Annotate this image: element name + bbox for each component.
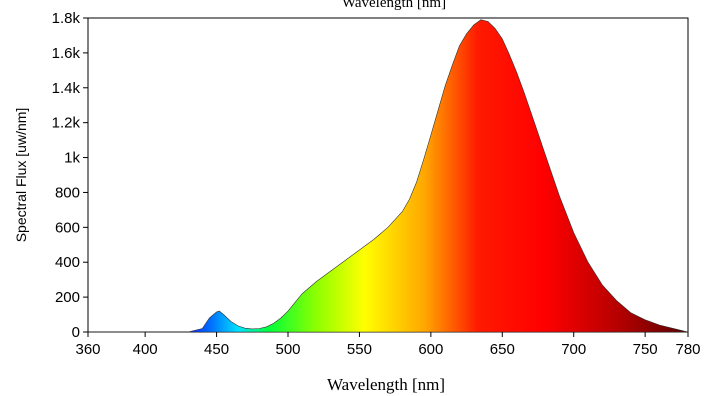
y-tick-label: 600 [55,219,80,236]
y-tick-label: 200 [55,289,80,306]
x-tick-label: 780 [675,341,700,358]
x-tick-label: 550 [347,341,372,358]
y-tick-label: 1.4k [52,80,81,97]
y-tick-label: 400 [55,254,80,271]
spectral-flux-area [88,19,689,333]
y-axis-label: Spectral Flux [uw/nm] [13,108,29,243]
x-tick-label: 360 [75,341,100,358]
x-tick-label: 450 [204,341,229,358]
x-axis-label: Wavelength [nm] [327,375,445,394]
y-tick-label: 1.2k [52,115,81,132]
y-axis-ticks: 0 200 400 600 800 1k 1.2k 1.4k 1.6k 1.8k [52,10,88,341]
x-tick-label: 500 [275,341,300,358]
x-tick-label: 600 [418,341,443,358]
x-tick-label: 400 [133,341,158,358]
x-tick-label: 700 [561,341,586,358]
x-tick-label: 750 [633,341,658,358]
y-tick-label: 800 [55,184,80,201]
x-tick-label: 650 [490,341,515,358]
x-axis-ticks: 360 400 450 500 550 600 650 700 750 780 [75,332,701,358]
chart-title: Wavelength [nm] [342,0,446,11]
y-tick-label: 1k [64,150,80,167]
y-tick-label: 0 [72,324,80,341]
y-tick-label: 1.8k [52,10,81,27]
y-tick-label: 1.6k [52,45,81,62]
